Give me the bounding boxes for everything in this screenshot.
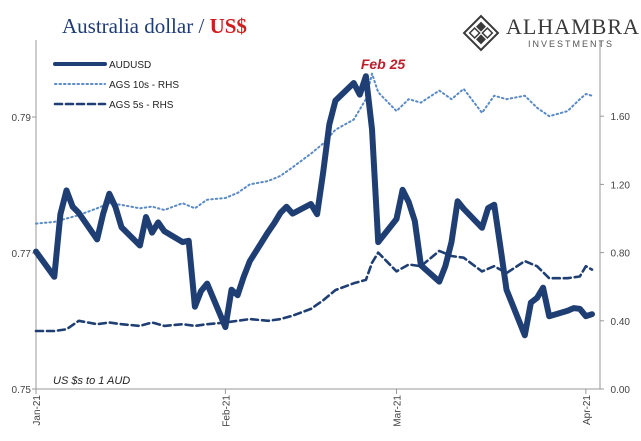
- x-tick-label: Mar-21: [392, 395, 403, 427]
- brand-name: ALHAMBRA: [506, 14, 640, 39]
- right-tick-label: 1.60: [611, 112, 631, 123]
- series-line-ags-2: [34, 249, 594, 333]
- right-tick-label: 0.00: [611, 385, 631, 396]
- legend-label: AUDUSD: [109, 60, 151, 71]
- legend-label: AGS 5s - RHS: [109, 100, 174, 111]
- left-tick-label: 0.77: [12, 249, 32, 260]
- x-tick-label: Jan-21: [32, 395, 43, 426]
- chart-title-separator: /: [193, 14, 210, 38]
- annotation-feb-25: Feb 25: [361, 56, 406, 72]
- brand-logo-block: ALHAMBRA INVESTMENTS: [462, 14, 639, 54]
- chart-title-main: Australia dollar: [62, 14, 194, 38]
- legend-label: AGS 10s - RHS: [109, 80, 179, 91]
- right-tick-label: 1.20: [611, 180, 631, 191]
- brand-subtitle: INVESTMENTS: [528, 39, 615, 49]
- series-line-ags-1: [35, 72, 593, 225]
- x-tick-label: Feb-21: [221, 395, 232, 427]
- right-tick-label: 0.40: [611, 317, 631, 328]
- alhambra-logo-icon: [462, 14, 500, 52]
- right-tick-label: 0.80: [611, 249, 631, 260]
- x-tick-label: Apr-21: [582, 395, 593, 425]
- left-tick-label: 0.75: [12, 385, 32, 396]
- chart-title-accent: US$: [209, 14, 247, 38]
- chart-title: Australia dollar / US$: [62, 14, 247, 39]
- axis-note: US $s to 1 AUD: [53, 375, 130, 387]
- left-tick-label: 0.79: [12, 113, 32, 124]
- series-line-audusd-0: [33, 73, 595, 339]
